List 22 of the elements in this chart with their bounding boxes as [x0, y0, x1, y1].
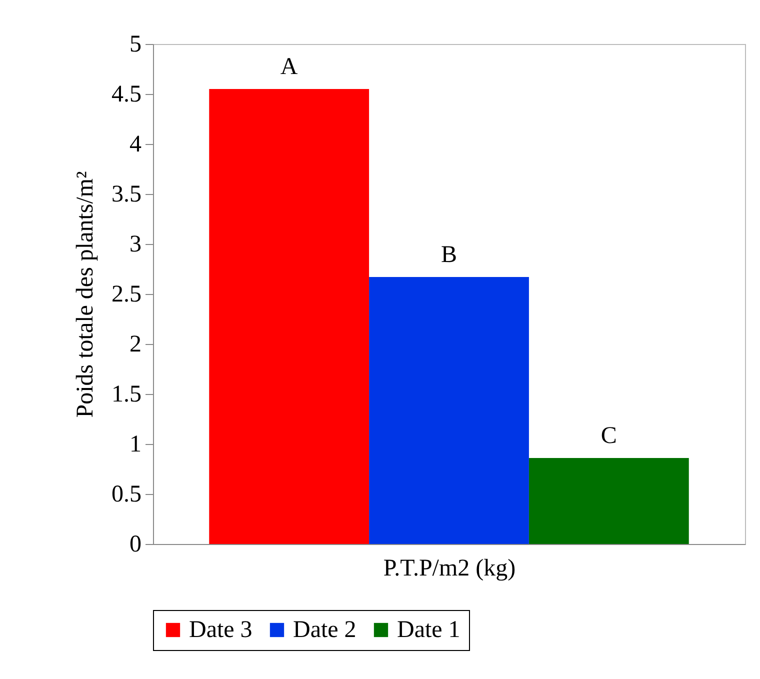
annotation: A	[280, 54, 298, 80]
y-tick-label: 0.5	[112, 482, 142, 508]
y-tick-label: 1	[130, 432, 142, 458]
y-tick-label: 2.5	[112, 282, 142, 308]
y-tick-label: 2	[130, 332, 142, 358]
y-tick-label: 3.5	[112, 182, 142, 208]
x-axis-title: P.T.P/m2 (kg)	[383, 556, 516, 582]
legend-label: Date 2	[293, 617, 356, 643]
y-tick-label: 3	[130, 232, 142, 258]
y-tick-label: 1.5	[112, 382, 142, 408]
annotation: C	[600, 423, 617, 449]
bar	[369, 277, 529, 544]
y-tick-label: 0	[130, 532, 142, 558]
annotation: B	[440, 242, 458, 268]
legend-label: Date 3	[189, 617, 252, 643]
y-tick-label: 4.5	[112, 82, 142, 108]
bar	[209, 89, 370, 544]
y-tick-label: 5	[130, 32, 142, 58]
y-axis-title: Poids totale des plants/m²	[72, 171, 98, 418]
legend-label: Date 1	[397, 617, 460, 643]
y-tick-label: 4	[130, 132, 142, 158]
bar	[528, 458, 689, 544]
